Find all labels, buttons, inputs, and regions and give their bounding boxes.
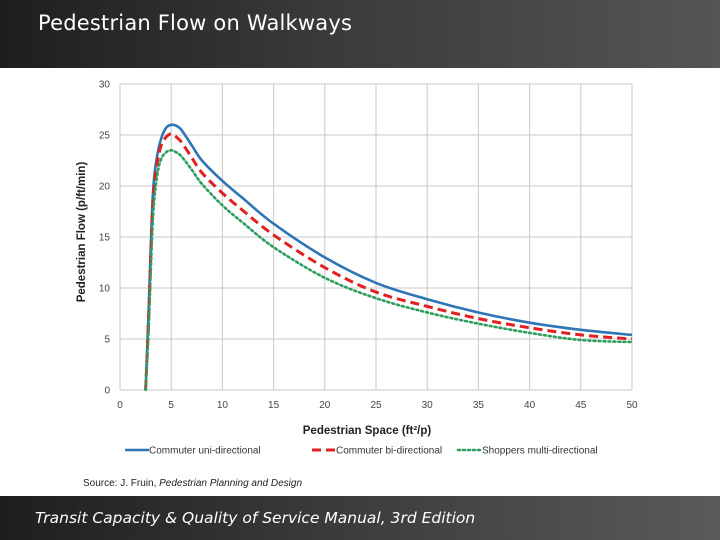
footer-text: Transit Capacity & Quality of Service Ma… — [35, 509, 476, 527]
y-tick-label-30: 30 — [99, 80, 111, 91]
x-tick-label-20: 20 — [319, 400, 331, 411]
series-line-3 — [144, 149, 634, 392]
title-bar: Pedestrian Flow on Walkways — [0, 0, 720, 68]
x-tick-label-25: 25 — [370, 400, 382, 411]
x-tick-label-15: 15 — [268, 400, 280, 411]
series-line-1 — [144, 123, 633, 391]
chart-series — [144, 123, 634, 392]
y-axis-label: Pedestrian Flow (p/ft/min) — [76, 162, 88, 303]
x-tick-label-5: 5 — [168, 400, 174, 411]
footer-bar: Transit Capacity & Quality of Service Ma… — [0, 496, 720, 540]
chart-ticks: 0 5 10 15 20 25 30 0 5 10 15 20 25 30 35 40 45 50 — [99, 80, 638, 412]
x-tick-label-40: 40 — [524, 400, 536, 411]
chart-legend: Commuter uni-directional Commuter bi-dire… — [125, 446, 598, 457]
x-tick-label-30: 30 — [422, 400, 434, 411]
x-tick-label-10: 10 — [217, 400, 229, 411]
slide-title: Pedestrian Flow on Walkways — [38, 11, 353, 35]
series-line-2 — [144, 132, 633, 391]
x-tick-label-45: 45 — [575, 400, 587, 411]
source-citation: Source: J. Fruin, Pedestrian Planning an… — [83, 478, 302, 489]
y-tick-label-0: 0 — [104, 386, 110, 397]
legend-label-3: Shoppers multi-directional — [482, 446, 598, 457]
legend-label-1: Commuter uni-directional — [149, 446, 261, 457]
source-prefix: Source: J. Fruin, — [83, 478, 160, 489]
x-tick-label-0: 0 — [117, 400, 123, 411]
y-tick-label-15: 15 — [99, 233, 111, 244]
x-tick-label-50: 50 — [626, 400, 638, 411]
pedestrian-flow-chart: 0 5 10 15 20 25 30 0 5 10 15 20 25 30 35 40 45 50 Pedestr… — [76, 80, 638, 457]
x-axis-label: Pedestrian Space (ft²/p) — [303, 425, 432, 437]
x-tick-label-35: 35 — [473, 400, 485, 411]
y-tick-label-25: 25 — [99, 131, 111, 142]
y-tick-label-5: 5 — [104, 335, 110, 346]
legend-label-2: Commuter bi-directional — [336, 446, 442, 457]
chart-grid — [119, 83, 633, 391]
y-tick-label-20: 20 — [99, 182, 111, 193]
source-title: Pedestrian Planning and Design — [159, 478, 303, 489]
y-tick-label-10: 10 — [99, 284, 111, 295]
